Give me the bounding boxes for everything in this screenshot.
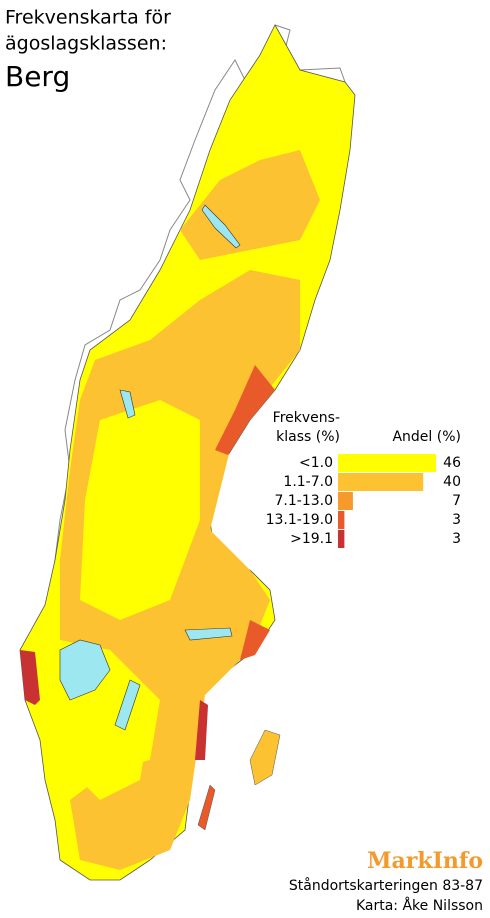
bar [338, 473, 424, 491]
title-line: ägoslagsklassen: [5, 33, 167, 55]
bar [338, 454, 436, 472]
region-orange-north [180, 150, 320, 260]
coast-dark-stockholm [240, 620, 270, 660]
lake-mid [119, 389, 136, 419]
class-header: Frekvens- [273, 410, 340, 426]
share-header: Andel (%) [392, 429, 461, 445]
lake-vanern [59, 639, 111, 701]
class-label: <1.0 [299, 455, 333, 471]
value-label: 46 [443, 455, 461, 471]
brand: MarkInfo [367, 848, 483, 874]
region-yellow-inland [80, 400, 200, 620]
value-label: 3 [452, 531, 461, 547]
map [19, 24, 356, 881]
coast-dark-east [215, 365, 275, 455]
footer-line: Ståndortskarteringen 83-87 [289, 877, 483, 894]
lake-malaren [184, 627, 233, 641]
class-label: 7.1-13.0 [275, 493, 334, 509]
gotland [249, 729, 281, 786]
title-line: Frekvenskarta för [5, 7, 171, 29]
class-header: klass (%) [276, 429, 340, 445]
class-label: 13.1-19.0 [266, 512, 333, 528]
value-label: 7 [452, 493, 461, 509]
value-label: 40 [443, 474, 461, 490]
lake-north [201, 204, 241, 249]
value-label: 3 [452, 512, 461, 528]
bar [338, 492, 353, 510]
subject: Berg [5, 60, 70, 93]
bar [338, 530, 345, 548]
oland [197, 784, 216, 831]
footer-line: Karta: Åke Nilsson [356, 897, 483, 914]
norway-border [49, 24, 346, 601]
class-label: >19.1 [290, 531, 333, 547]
coast-dark-southeast [195, 700, 208, 760]
class-label: 1.1-7.0 [283, 474, 333, 490]
bar [338, 511, 345, 529]
coast-dark-west [20, 650, 40, 705]
lake-vattern [114, 679, 141, 731]
